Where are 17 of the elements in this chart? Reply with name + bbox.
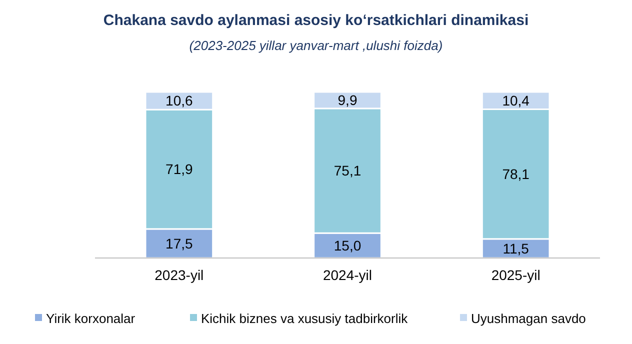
chart-title: Chakana savdo aylanmasi asosiy ko‘rsatkichlari dinamikasi [103, 12, 529, 29]
x-tick-label: 2024-yil [322, 267, 372, 283]
x-tick-label: 2025-yil [491, 267, 540, 283]
data-label: 11,5 [502, 240, 530, 256]
data-label: 15,0 [334, 237, 362, 254]
data-label: 10,4 [502, 92, 530, 109]
x-tick-label: 2023-yil [154, 267, 204, 283]
data-label: 9,9 [338, 92, 358, 108]
legend-label: Uyushmagan savdo [471, 311, 586, 326]
legend-label: Kichik biznes va xususiy tadbirkorlik [201, 311, 408, 326]
data-label: 78,1 [502, 166, 530, 182]
data-label: 17,5 [166, 235, 194, 252]
data-label: 71,9 [166, 161, 194, 178]
data-label: 75,1 [334, 162, 362, 179]
legend-label: Yirik korxonalar [46, 311, 136, 326]
data-label: 10,6 [166, 92, 194, 109]
chart-subtitle: (2023-2025 yillar yanvar-mart ,ulushi foizda) [189, 38, 443, 53]
